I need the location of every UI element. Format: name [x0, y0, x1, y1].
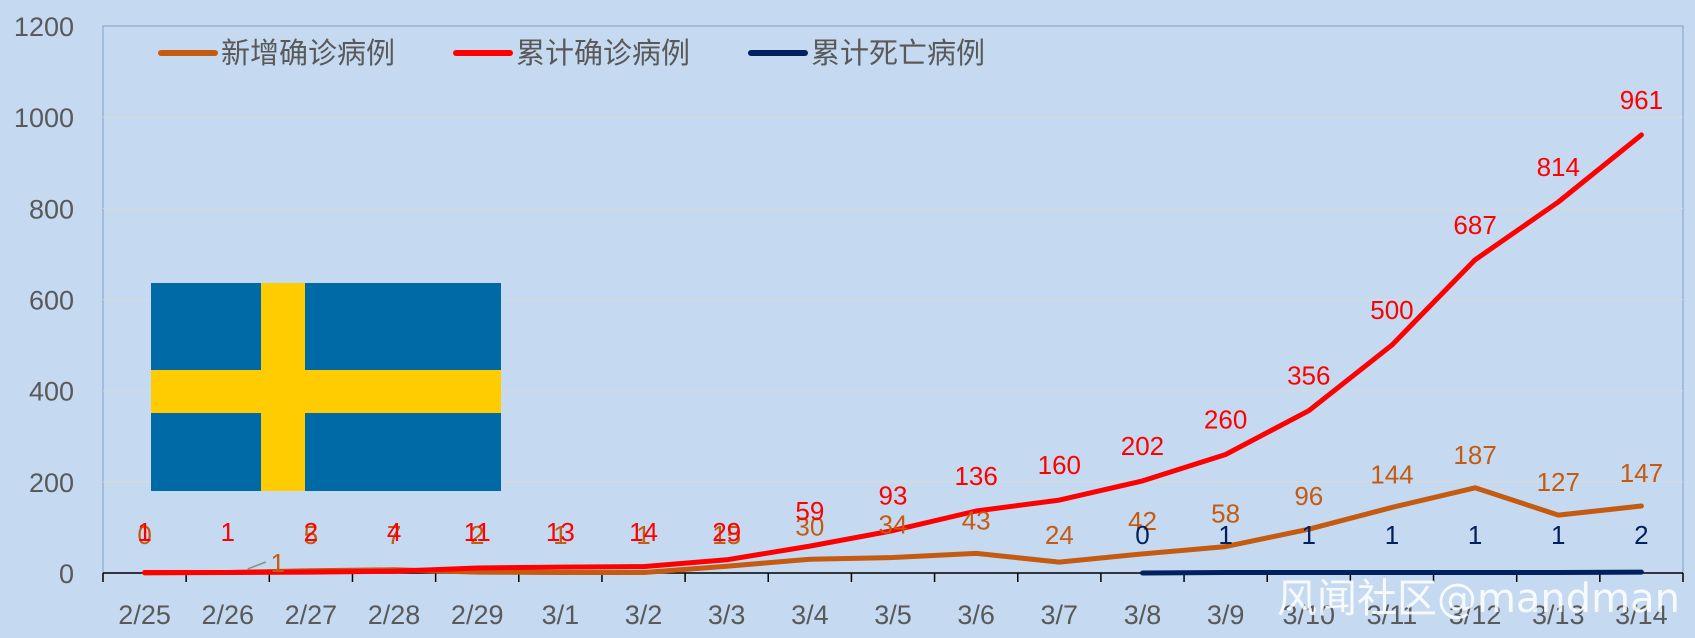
- data-label-new: 42: [1128, 506, 1157, 536]
- data-label-cumulative: 1: [137, 517, 151, 547]
- data-label-deaths: 1: [1218, 520, 1232, 550]
- data-label-new: 147: [1620, 458, 1663, 488]
- data-label-deaths: 2: [1634, 520, 1648, 550]
- data-label-new: 2: [470, 520, 484, 550]
- y-tick-label: 400: [29, 377, 74, 407]
- y-tick-label: 800: [29, 194, 74, 224]
- data-label-cumulative: 500: [1370, 295, 1413, 325]
- data-label-deaths: 1: [1468, 520, 1482, 550]
- data-label-deaths: 1: [1302, 520, 1316, 550]
- x-tick-label: 3/2: [625, 600, 663, 630]
- x-tick-label: 2/29: [451, 600, 504, 630]
- x-tick-label: 3/14: [1615, 600, 1668, 630]
- data-label-new: 1: [271, 548, 285, 578]
- x-tick-label: 3/11: [1367, 600, 1418, 630]
- data-label-cumulative: 14: [629, 517, 658, 547]
- data-label-deaths: 0: [1135, 520, 1149, 550]
- data-label-deaths: 1: [1551, 520, 1565, 550]
- data-label-new: 96: [1294, 481, 1323, 511]
- data-label-cumulative: 59: [795, 496, 824, 526]
- data-label-new: 144: [1370, 459, 1413, 489]
- x-tick-label: 3/12: [1449, 600, 1502, 630]
- x-tick-label: 2/28: [368, 600, 421, 630]
- x-tick-label: 2/25: [118, 600, 171, 630]
- legend-label: 累计确诊病例: [516, 36, 690, 70]
- x-tick-label: 3/1: [542, 600, 580, 630]
- data-label-cumulative: 1: [221, 517, 235, 547]
- data-label-cumulative: 356: [1287, 361, 1330, 391]
- data-label-deaths: 1: [1385, 520, 1399, 550]
- data-label-new: 15: [712, 520, 741, 550]
- x-tick-label: 3/5: [874, 600, 912, 630]
- data-label-new: 43: [962, 505, 991, 535]
- flag-cross-horizontal: [151, 370, 501, 413]
- x-tick-label: 2/27: [285, 600, 338, 630]
- y-tick-label: 600: [29, 286, 74, 316]
- data-label-cumulative: 136: [954, 461, 997, 491]
- data-label-cumulative: 2: [304, 517, 318, 547]
- data-label-new: 187: [1453, 440, 1496, 470]
- y-tick-label: 200: [29, 468, 74, 498]
- y-tick-label: 0: [59, 559, 74, 589]
- watermark: 风闻社区@mandman: [1277, 576, 1680, 622]
- legend-label: 新增确诊病例: [221, 36, 395, 70]
- x-tick-label: 3/7: [1041, 600, 1079, 630]
- x-tick-label: 3/3: [708, 600, 746, 630]
- x-tick-label: 3/6: [957, 600, 995, 630]
- data-label-new: 24: [1045, 520, 1074, 550]
- data-label-cumulative: 961: [1620, 85, 1663, 115]
- data-label-new: 0: [137, 520, 151, 550]
- leader-line: [247, 561, 267, 570]
- data-label-cumulative: 4: [387, 517, 401, 547]
- data-label-cumulative: 260: [1204, 404, 1247, 434]
- data-label-cumulative: 93: [879, 481, 908, 511]
- data-label-new: 34: [879, 510, 908, 540]
- legend-label: 累计死亡病例: [811, 36, 985, 70]
- data-label-cumulative: 202: [1121, 431, 1164, 461]
- data-label-new: 58: [1211, 499, 1240, 529]
- series-line-2: [1140, 569, 1644, 576]
- data-label-cumulative: 687: [1453, 210, 1496, 240]
- data-label-new: 5: [304, 520, 318, 550]
- x-tick-label: 3/9: [1207, 600, 1245, 630]
- data-label-cumulative: 29: [712, 517, 741, 547]
- y-tick-label: 1000: [14, 103, 74, 133]
- data-label-new: 127: [1537, 467, 1580, 497]
- x-tick-label: 3/8: [1124, 600, 1162, 630]
- data-label-new: 1: [553, 520, 567, 550]
- data-label-new: 1: [636, 520, 650, 550]
- data-label-cumulative: 160: [1038, 450, 1081, 480]
- x-tick-label: 3/13: [1532, 600, 1585, 630]
- x-tick-label: 3/4: [791, 600, 829, 630]
- x-tick-label: 2/26: [201, 600, 254, 630]
- data-label-cumulative: 814: [1537, 152, 1580, 182]
- data-label-new: 30: [795, 511, 824, 541]
- data-label-cumulative: 11: [464, 517, 491, 547]
- y-tick-label: 1200: [14, 12, 74, 42]
- data-label-cumulative: 13: [546, 517, 575, 547]
- x-tick-label: 3/10: [1283, 600, 1336, 630]
- data-label-new: 7: [387, 520, 401, 550]
- series-line-1: [142, 132, 1644, 575]
